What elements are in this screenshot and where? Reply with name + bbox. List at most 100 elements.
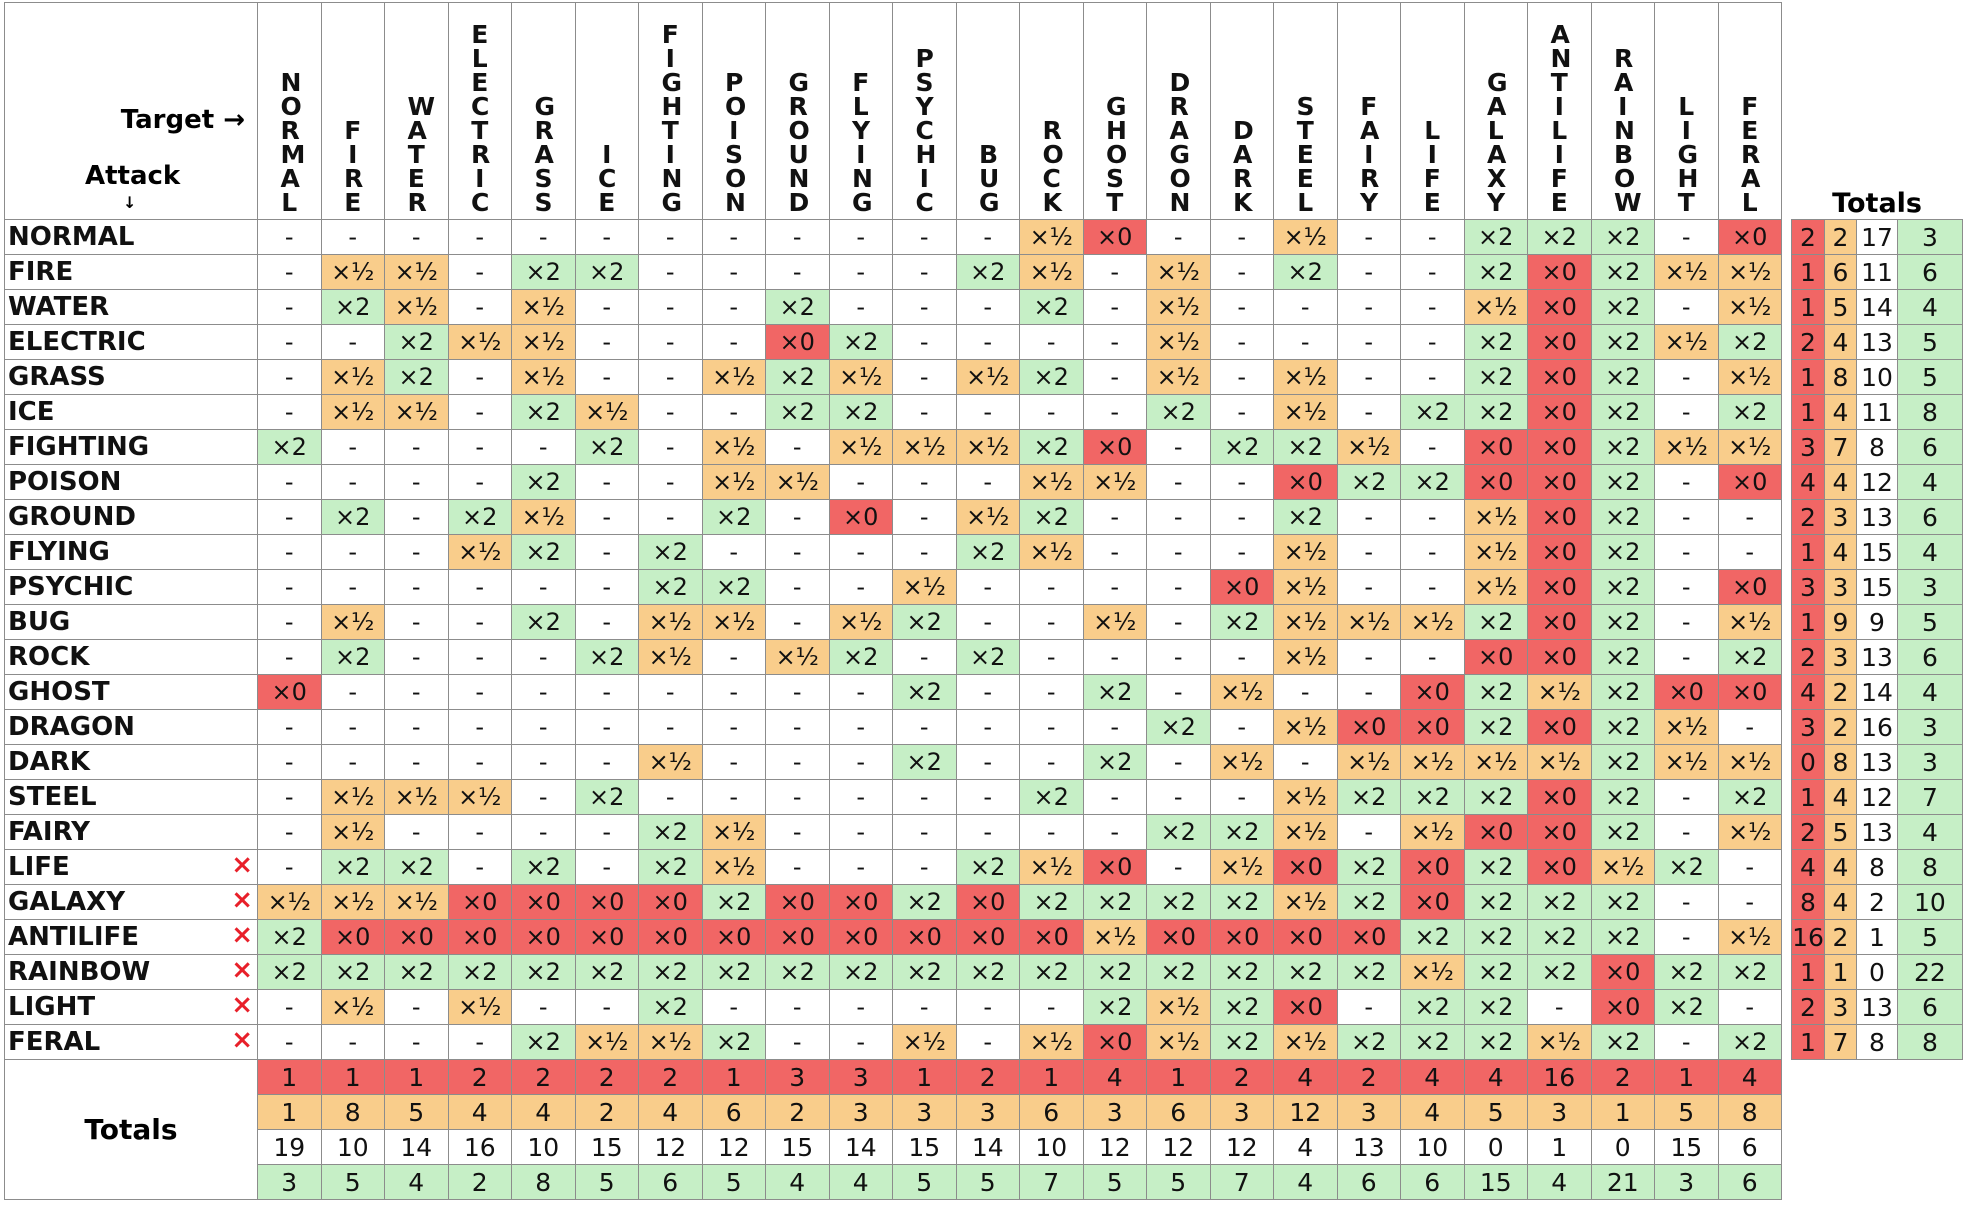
effect-cell: ×2 bbox=[257, 954, 322, 990]
effect-cell: ×½ bbox=[320, 359, 385, 395]
effect-cell: - bbox=[1654, 1024, 1719, 1060]
effect-cell: ×½ bbox=[1146, 359, 1211, 395]
effect-cell: - bbox=[257, 709, 322, 745]
effect-cell: - bbox=[955, 219, 1020, 255]
effect-cell: - bbox=[1082, 639, 1147, 675]
effect-cell: - bbox=[701, 324, 766, 360]
effect-cell: ×½ bbox=[1209, 849, 1274, 885]
effect-cell: ×½ bbox=[1527, 674, 1592, 710]
effect-cell: - bbox=[1273, 674, 1338, 710]
effect-cell: ×0 bbox=[1527, 359, 1592, 395]
effect-cell: ×2 bbox=[511, 254, 576, 290]
effect-cell: ×2 bbox=[1209, 1024, 1274, 1060]
effect-cell: ×2 bbox=[1590, 569, 1655, 605]
effect-cell: - bbox=[1336, 639, 1401, 675]
row-total-cell: 3 bbox=[1791, 709, 1825, 745]
effect-cell: - bbox=[447, 254, 512, 290]
effect-cell: - bbox=[765, 429, 830, 465]
effect-cell: - bbox=[1146, 534, 1211, 570]
effect-cell: - bbox=[384, 499, 449, 535]
effect-cell: ×2 bbox=[1654, 989, 1719, 1025]
effect-cell: - bbox=[1654, 359, 1719, 395]
effect-cell: ×½ bbox=[511, 289, 576, 325]
effect-cell: ×2 bbox=[1019, 359, 1084, 395]
effect-cell: ×½ bbox=[701, 429, 766, 465]
effect-cell: ×½ bbox=[320, 779, 385, 815]
effect-cell: - bbox=[1400, 639, 1465, 675]
effect-cell: ×2 bbox=[384, 954, 449, 990]
row-total-cell: 4 bbox=[1791, 849, 1825, 885]
effect-cell: ×2 bbox=[701, 499, 766, 535]
row-label: GRASS bbox=[4, 359, 258, 395]
row-total-cell: 1 bbox=[1791, 1024, 1825, 1060]
row-total-cell: 4 bbox=[1823, 534, 1858, 570]
row-total-cell: 14 bbox=[1856, 674, 1898, 710]
column-total-cell: 2 bbox=[1590, 1059, 1655, 1095]
effect-cell: ×2 bbox=[638, 989, 703, 1025]
effect-cell: ×½ bbox=[320, 604, 385, 640]
column-total-cell: 6 bbox=[1336, 1164, 1401, 1200]
column-total-cell: 1 bbox=[892, 1059, 957, 1095]
effect-cell: - bbox=[955, 709, 1020, 745]
row-label-text: WATER bbox=[8, 292, 110, 322]
effect-cell: ×2 bbox=[1717, 954, 1782, 990]
effect-cell: - bbox=[1273, 324, 1338, 360]
column-total-cell: 1 bbox=[701, 1059, 766, 1095]
row-total-cell: 8 bbox=[1896, 849, 1964, 885]
effect-cell: ×0 bbox=[574, 884, 639, 920]
spacer bbox=[1782, 465, 1792, 500]
effect-cell: - bbox=[384, 219, 449, 255]
column-total-cell: 5 bbox=[892, 1164, 957, 1200]
effect-cell: ×2 bbox=[1336, 849, 1401, 885]
col-header-bug: BUG bbox=[955, 2, 1020, 220]
effect-cell: ×2 bbox=[1019, 429, 1084, 465]
effect-cell: - bbox=[320, 534, 385, 570]
column-total-cell: 6 bbox=[1717, 1164, 1782, 1200]
effect-cell: - bbox=[828, 709, 893, 745]
spacer bbox=[1782, 325, 1792, 360]
effect-cell: ×½ bbox=[1527, 744, 1592, 780]
effect-cell: ×2 bbox=[892, 604, 957, 640]
row-total-cell: 4 bbox=[1823, 849, 1858, 885]
effect-cell: - bbox=[701, 674, 766, 710]
row-total-cell: 3 bbox=[1896, 744, 1964, 780]
effect-cell: - bbox=[320, 324, 385, 360]
effect-cell: ×2 bbox=[1463, 884, 1528, 920]
column-total-cell: 12 bbox=[1209, 1129, 1274, 1165]
row-life: LIFE × - ×2 ×2- ×2- ×2 ×½ - - - ×2 ×½ ×0- ×½ ×0 ×2 ×0 ×2 ×0… bbox=[4, 849, 1964, 885]
effect-cell: - bbox=[384, 639, 449, 675]
row-label-text: STEEL bbox=[8, 782, 97, 812]
effect-cell: ×2 bbox=[1463, 604, 1528, 640]
row-label-text: BUG bbox=[8, 607, 71, 637]
row-dark: DARK - - - - - - ×½ - - - ×2- - ×2- ×½ - ×½ ×½ ×½ ×½ ×2 ×½ ×½ 0… bbox=[4, 744, 1964, 780]
effect-cell: ×½ bbox=[257, 884, 322, 920]
spacer bbox=[1782, 500, 1792, 535]
red-x-icon: × bbox=[231, 990, 253, 1021]
effect-cell: - bbox=[1019, 709, 1084, 745]
row-total-cell: 2 bbox=[1823, 219, 1858, 255]
row-label: GROUND bbox=[4, 499, 258, 535]
effect-cell: ×½ bbox=[1273, 359, 1338, 395]
effect-cell: ×2 bbox=[1336, 884, 1401, 920]
effect-cell: ×½ bbox=[1336, 744, 1401, 780]
effect-cell: ×0 bbox=[765, 324, 830, 360]
effect-cell: - bbox=[765, 1024, 830, 1060]
column-total-cell: 4 bbox=[1273, 1059, 1338, 1095]
effect-cell: ×2 bbox=[638, 814, 703, 850]
effect-cell: ×2 bbox=[1717, 639, 1782, 675]
effect-cell: ×½ bbox=[1463, 499, 1528, 535]
row-total-cell: 13 bbox=[1856, 814, 1898, 850]
effect-cell: ×0 bbox=[1527, 394, 1592, 430]
effect-cell: ×½ bbox=[1082, 604, 1147, 640]
effect-cell: - bbox=[1336, 534, 1401, 570]
column-total-cell: 2 bbox=[574, 1094, 639, 1130]
effect-cell: ×0 bbox=[1400, 709, 1465, 745]
row-label-text: FIGHTING bbox=[8, 432, 150, 462]
effect-cell: ×2 bbox=[1590, 709, 1655, 745]
row-label: ICE bbox=[4, 394, 258, 430]
effect-cell: ×2 bbox=[1527, 954, 1592, 990]
row-total-cell: 4 bbox=[1823, 394, 1858, 430]
effect-cell: - bbox=[1082, 534, 1147, 570]
effect-cell: - bbox=[828, 779, 893, 815]
effect-cell: - bbox=[1019, 814, 1084, 850]
